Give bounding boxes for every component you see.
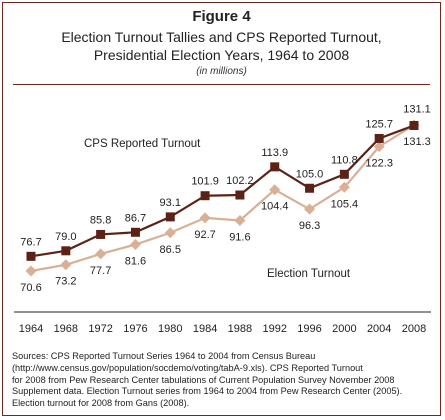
- cps-data-label: 131.1: [403, 103, 431, 115]
- election-data-label: 104.4: [261, 201, 289, 213]
- chart-title-line-2: Presidential Election Years, 1964 to 200…: [93, 47, 350, 63]
- cps-data-point: [26, 251, 36, 261]
- chart-subtitle: (in millions): [196, 66, 247, 77]
- election-data-label: 77.7: [90, 265, 111, 277]
- x-tick-label: 1968: [54, 323, 78, 335]
- x-tick-label: 2000: [332, 323, 356, 335]
- cps-data-point: [409, 120, 419, 130]
- x-tick-label: 1980: [158, 323, 182, 335]
- election-data-label: 91.6: [229, 231, 250, 243]
- cps-data-label: 79.0: [55, 231, 76, 243]
- election-data-point: [199, 212, 211, 224]
- election-data-label: 70.6: [20, 282, 41, 294]
- cps-data-point: [339, 169, 349, 179]
- figure-frame: Figure 4 Election Turnout Tallies and CP…: [2, 2, 441, 416]
- election-data-point: [25, 265, 37, 277]
- election-series-name: Election Turnout: [267, 268, 351, 280]
- cps-data-label: 93.1: [160, 197, 181, 209]
- election-data-point: [164, 227, 176, 239]
- election-data-label: 105.4: [331, 198, 359, 210]
- sources-line: Election turnout for 2008 from Gans (200…: [12, 398, 190, 409]
- cps-data-point: [130, 227, 140, 237]
- cps-data-label: 76.7: [20, 236, 41, 248]
- election-data-point: [269, 184, 281, 196]
- sources-note: Sources: CPS Reported Turnout Series 196…: [12, 351, 437, 410]
- cps-data-label: 102.2: [226, 175, 254, 187]
- election-data-label: 131.3: [403, 136, 431, 148]
- figure-header: Figure 4 Election Turnout Tallies and CP…: [3, 3, 440, 77]
- x-tick-label: 1996: [297, 323, 321, 335]
- election-data-point: [338, 181, 350, 193]
- x-tick-label: 1976: [123, 323, 147, 335]
- election-data-point: [60, 259, 72, 271]
- cps-data-point: [235, 190, 245, 200]
- election-data-point: [373, 141, 385, 153]
- election-data-point: [234, 214, 246, 226]
- header-divider: [13, 84, 430, 85]
- cps-data-label: 105.0: [296, 168, 324, 180]
- cps-data-label: 110.8: [331, 154, 358, 166]
- cps-data-label: 113.9: [261, 147, 288, 159]
- cps-data-label: 85.8: [90, 214, 111, 226]
- chart-title-line-1: Election Turnout Tallies and CPS Reporte…: [61, 29, 382, 45]
- cps-data-label: 125.7: [365, 118, 393, 130]
- cps-data-point: [96, 229, 106, 239]
- cps-data-label: 86.7: [125, 212, 146, 224]
- cps-data-point: [165, 212, 175, 222]
- x-tick-label: 1992: [262, 323, 286, 335]
- election-data-label: 122.3: [365, 158, 393, 170]
- sources-line: (http://www.census.gov/population/socdem…: [12, 362, 363, 373]
- turnout-line-chart: 1964 1968 1972 1976 1980 1984 1988 1992 1996 2000…: [14, 103, 431, 335]
- x-tick-label: 1984: [193, 323, 217, 335]
- cps-data-point: [305, 183, 315, 193]
- cps-series-line: [30, 124, 415, 258]
- sources-line: for 2008 from Pew Research Center tabula…: [12, 374, 395, 385]
- cps-data-label: 101.9: [191, 176, 219, 188]
- election-series-line: [30, 124, 415, 273]
- x-tick-label: 1988: [228, 323, 252, 335]
- x-tick-label: 1972: [88, 323, 112, 335]
- election-data-point: [129, 239, 141, 251]
- election-data-label: 73.2: [55, 276, 76, 288]
- election-data-label: 86.5: [160, 244, 181, 256]
- sources-line: Sources: CPS Reported Turnout Series 196…: [12, 351, 316, 361]
- election-data-point: [95, 248, 107, 260]
- cps-data-point: [61, 246, 71, 256]
- cps-series-name: CPS Reported Turnout: [84, 138, 201, 150]
- cps-data-point: [270, 162, 280, 172]
- x-tick-label: 1964: [19, 323, 43, 335]
- x-tick-label: 2008: [402, 323, 426, 335]
- cps-data-point: [200, 191, 210, 201]
- cps-data-point: [374, 133, 384, 143]
- x-tick-label: 2004: [367, 323, 391, 335]
- election-data-point: [304, 203, 316, 215]
- sources-line: Supplement data. Election Turnout series…: [12, 386, 403, 397]
- figure-label: Figure 4: [192, 8, 251, 25]
- election-data-label: 81.6: [125, 256, 146, 268]
- election-data-label: 96.3: [299, 220, 320, 232]
- election-data-label: 92.7: [194, 229, 215, 241]
